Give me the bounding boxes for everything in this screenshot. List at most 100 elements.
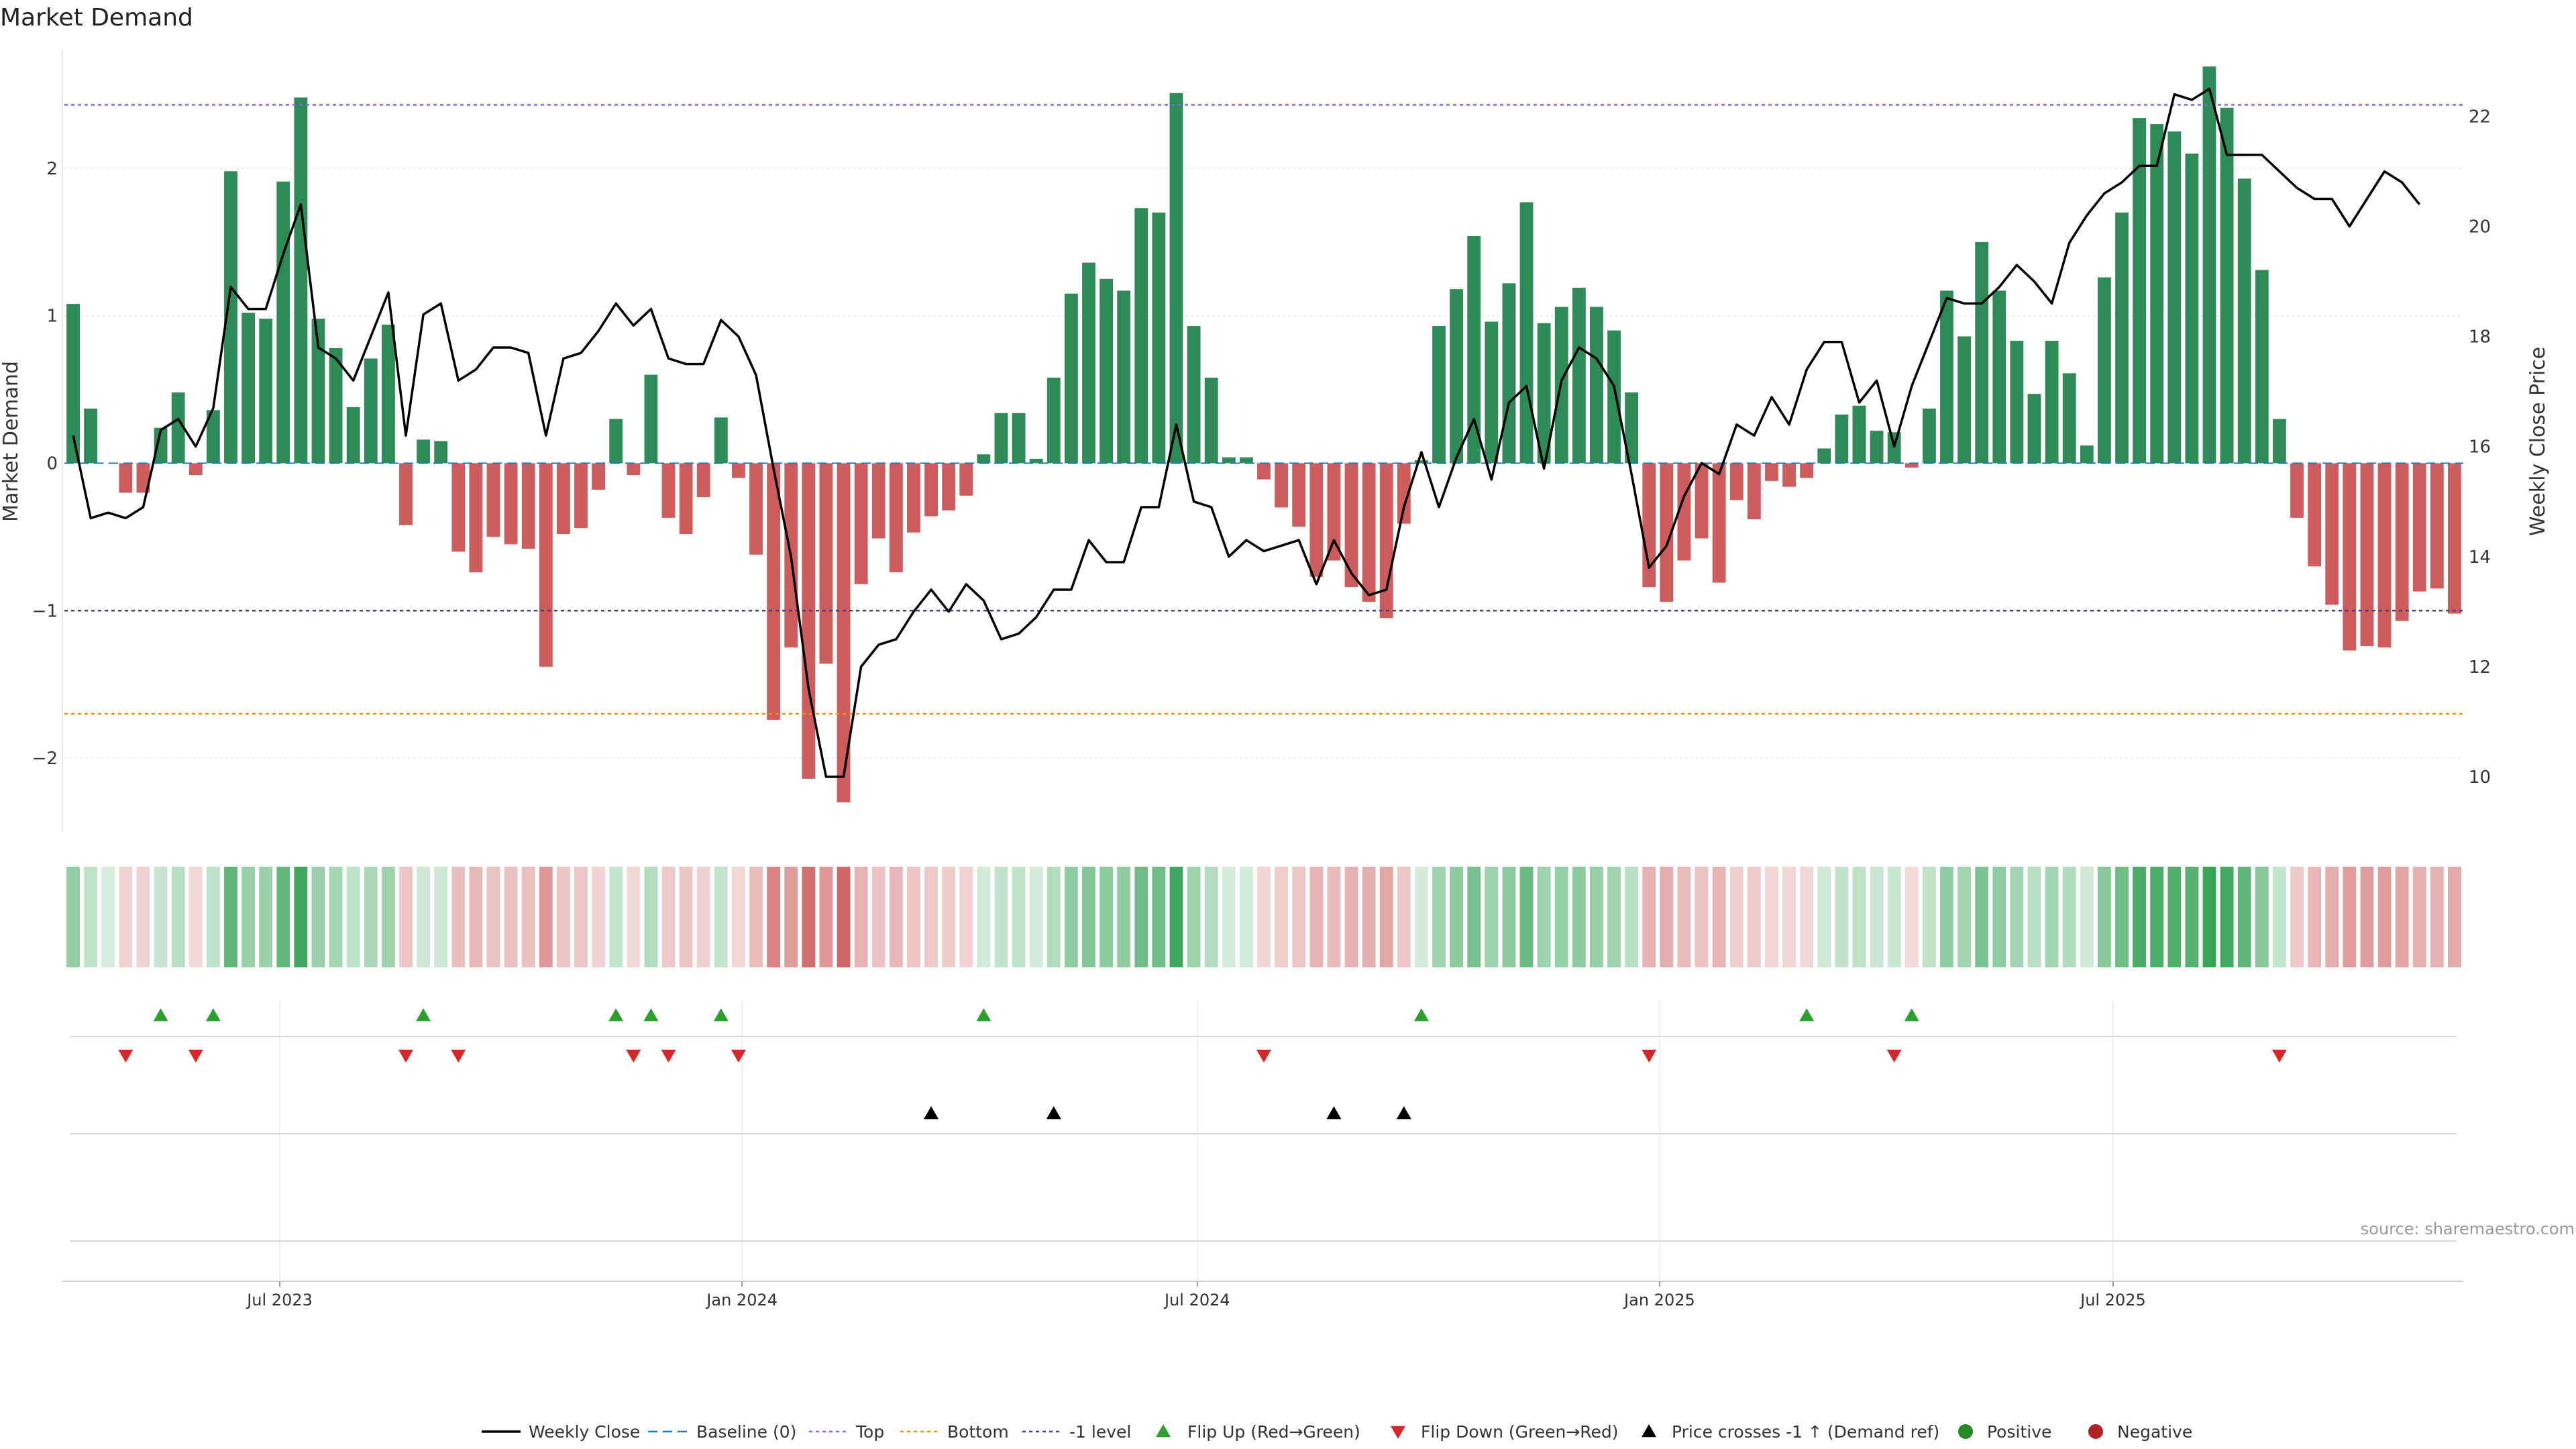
heat-strip-cell <box>1415 867 1428 967</box>
demand-bar <box>802 463 816 779</box>
heat-strip-cell <box>1239 867 1253 967</box>
heat-strip-cell <box>627 867 641 967</box>
demand-bar <box>1275 463 1289 508</box>
heat-strip-cell <box>417 867 431 967</box>
y-tick-label: 1 <box>46 307 58 327</box>
y-tick-label: 2 <box>46 159 58 179</box>
y2-tick-label: 12 <box>2469 657 2491 678</box>
demand-bar <box>346 407 360 464</box>
demand-bar <box>2343 463 2357 651</box>
y-tick-label: −2 <box>32 749 58 769</box>
demand-bar <box>2133 118 2147 464</box>
demand-bar <box>714 417 728 464</box>
flip-down-marker <box>188 1049 203 1063</box>
demand-bar <box>1099 278 1113 464</box>
heat-strip-cell <box>154 867 168 967</box>
heat-strip-cell <box>1817 867 1831 967</box>
heat-strip-cell <box>556 867 570 967</box>
demand-bar <box>1519 202 1534 464</box>
demand-bar <box>1782 463 1796 487</box>
legend-label: Baseline (0) <box>696 1422 796 1442</box>
demand-bar <box>2167 131 2182 464</box>
heat-strip-cell <box>171 867 185 967</box>
heat-strip-cell <box>1327 867 1341 967</box>
price-cross-marker <box>1396 1106 1411 1120</box>
heat-strip-cell <box>2360 867 2374 967</box>
demand-bar <box>1064 293 1078 464</box>
y2-axis-label: Weekly Close Price <box>2526 347 2550 536</box>
heat-strip-cell <box>2167 867 2182 967</box>
legend-label: Bottom <box>947 1422 1009 1442</box>
demand-bar <box>84 409 98 464</box>
demand-bar <box>2430 463 2444 589</box>
demand-bar <box>1187 326 1201 464</box>
demand-bar <box>381 324 395 464</box>
heat-strip-cell <box>1064 867 1078 967</box>
heat-strip-cell <box>1642 867 1656 967</box>
heat-strip-cell <box>2343 867 2357 967</box>
heat-strip-cell <box>749 867 763 967</box>
legend-swatch-flip-down <box>1391 1426 1405 1439</box>
demand-bar <box>66 304 80 464</box>
heat-strip-cell <box>592 867 606 967</box>
heat-strip-cell <box>1572 867 1586 967</box>
y2-tick-label: 22 <box>2469 107 2491 127</box>
demand-bar <box>1046 377 1061 464</box>
heat-strip-cell <box>1450 867 1464 967</box>
demand-bar <box>556 463 570 534</box>
x-tick-label: Jul 2025 <box>2079 1291 2146 1309</box>
heat-strip-cell <box>1800 867 1814 967</box>
heat-strip-cell <box>1344 867 1358 967</box>
heat-strip-cell <box>1660 867 1674 967</box>
flip-up-marker <box>1799 1008 1815 1022</box>
demand-bar <box>854 463 868 584</box>
demand-bar <box>977 454 991 464</box>
demand-bar <box>2290 463 2304 518</box>
demand-bar <box>1992 290 2006 464</box>
heat-strip-cell <box>2097 867 2111 967</box>
heat-strip-cell <box>1782 867 1796 967</box>
x-tick-label: Jan 2025 <box>1623 1291 1695 1309</box>
heat-strip-cell <box>1292 867 1306 967</box>
demand-bar <box>1870 431 1884 464</box>
heat-strip-cell <box>2395 867 2409 967</box>
flip-up-marker <box>643 1008 659 1022</box>
heat-strip-cell <box>1485 867 1499 967</box>
demand-bar <box>259 319 273 464</box>
heat-strip-cell <box>539 867 553 967</box>
demand-bar <box>2115 212 2129 464</box>
y2-tick-label: 16 <box>2469 437 2491 458</box>
demand-bar <box>1257 463 1271 480</box>
heat-strip-cell <box>2027 867 2041 967</box>
demand-bar <box>2308 463 2322 567</box>
demand-bar <box>504 463 518 545</box>
demand-bar <box>1502 283 1516 464</box>
demand-bar <box>2010 341 2024 464</box>
heat-strip-cell <box>381 867 395 967</box>
legend-swatch-price-cross <box>1642 1424 1656 1438</box>
flip-up-marker <box>153 1008 168 1022</box>
flip-up-marker <box>1904 1008 1919 1022</box>
y2-tick-label: 14 <box>2469 547 2491 568</box>
heat-strip-cell <box>2377 867 2392 967</box>
heat-strip-cell <box>2430 867 2444 967</box>
heat-strip-cell <box>1502 867 1516 967</box>
demand-bar <box>311 319 325 464</box>
demand-bar <box>1415 460 1428 464</box>
heat-strip-cell <box>854 867 868 967</box>
heat-strip-cell <box>732 867 745 967</box>
demand-bar <box>2045 341 2059 464</box>
weekly-close-line <box>72 87 2421 778</box>
heat-strip-cell <box>1134 867 1148 967</box>
heat-strip-cell <box>276 867 290 967</box>
demand-bar <box>924 463 938 517</box>
heat-strip-cell <box>661 867 676 967</box>
heat-strip-cell <box>1957 867 1972 967</box>
demand-bar <box>521 463 535 549</box>
heat-strip-cell <box>1012 867 1026 967</box>
heat-strip-cell <box>2080 867 2094 967</box>
demand-bar <box>1012 413 1026 464</box>
demand-bar <box>276 181 290 464</box>
heat-strip-cell <box>679 867 693 967</box>
